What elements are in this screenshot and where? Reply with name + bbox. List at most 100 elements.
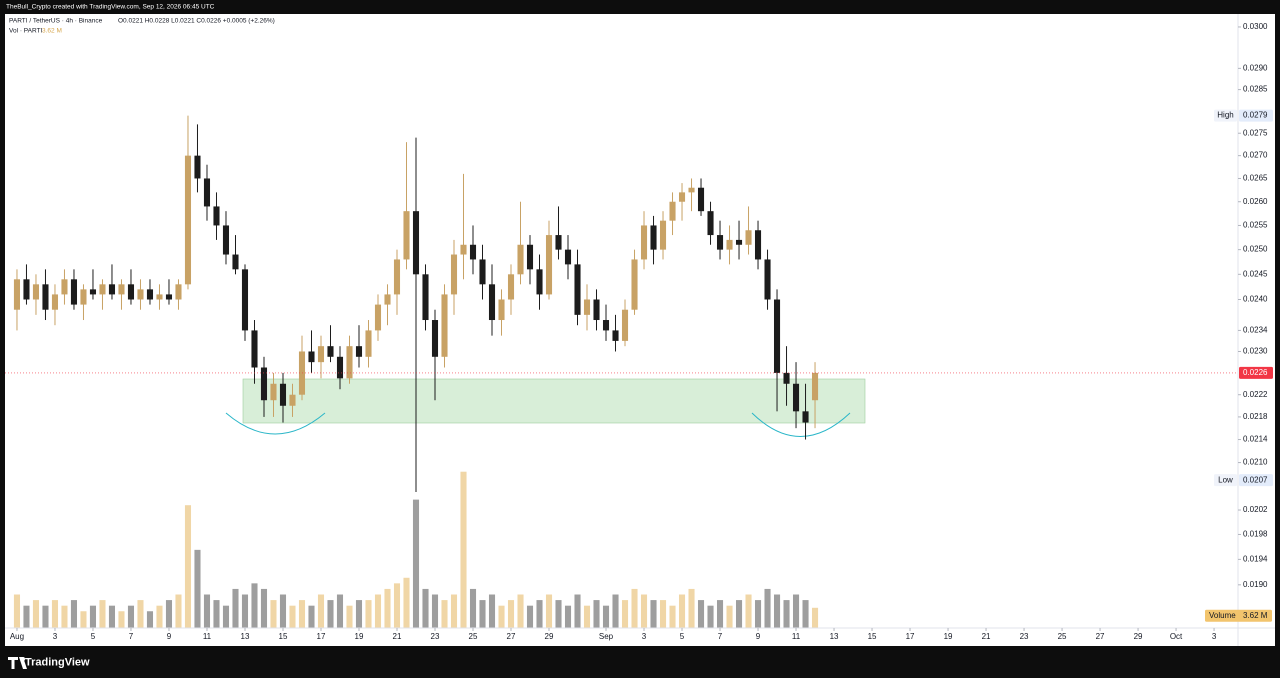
x-tick-label: 17 — [906, 632, 915, 641]
y-tick-label: 0.0194 — [1243, 554, 1268, 563]
candle-body — [146, 289, 154, 300]
candle-body — [289, 394, 296, 406]
candle-body — [270, 383, 277, 401]
candle-body — [127, 284, 135, 300]
volume-bar — [308, 605, 315, 628]
volume-bar — [745, 594, 752, 628]
y-tick-label: 0.0218 — [1243, 412, 1268, 421]
candle-body — [650, 225, 657, 250]
x-tick-label: 7 — [718, 632, 723, 641]
candle-body — [232, 254, 239, 270]
volume-bar — [108, 605, 116, 628]
candle-body — [517, 244, 524, 275]
y-tick-label: 0.0202 — [1243, 505, 1268, 514]
volume-bar — [42, 605, 49, 628]
candle-body — [479, 259, 486, 285]
candle-body — [745, 230, 752, 245]
y-tick-label: 0.0240 — [1243, 295, 1268, 304]
x-tick-label: 15 — [868, 632, 877, 641]
candle-body — [688, 187, 695, 193]
badge-name: High — [1217, 111, 1233, 120]
volume-bar — [688, 588, 695, 628]
y-tick-label: 0.0198 — [1243, 530, 1268, 539]
ohlc: O0.0221 H0.0228 L0.0221 C0.0226 +0.0005 … — [118, 18, 275, 25]
volume-bar — [260, 588, 268, 628]
candle-body — [32, 284, 40, 300]
candle-body — [574, 264, 581, 315]
volume-bar — [593, 600, 600, 628]
volume-bar — [640, 594, 648, 628]
volume-bar — [441, 600, 448, 628]
author-line: TheBull_Crypto created with TradingView.… — [6, 4, 215, 11]
candle-body — [51, 294, 59, 310]
volume-bar — [51, 600, 59, 628]
x-tick-label: 13 — [830, 632, 839, 641]
candle-body — [507, 274, 515, 300]
candle-body — [317, 346, 325, 363]
volume-bar — [678, 594, 686, 628]
candle-body — [498, 299, 505, 321]
candle-body — [593, 299, 600, 321]
volume-bar — [165, 600, 173, 628]
volume-bar — [270, 600, 277, 628]
candle-body — [545, 235, 553, 295]
volume-bar — [70, 600, 78, 628]
candle-body — [612, 330, 619, 341]
candle-body — [165, 294, 173, 300]
candle-body — [526, 244, 534, 270]
volume-bar — [811, 607, 819, 628]
y-tick-label: 0.0250 — [1243, 245, 1268, 254]
volume-bar — [574, 594, 581, 628]
volume-bar — [365, 600, 372, 628]
candle-body — [460, 244, 467, 255]
volume-bar — [327, 600, 334, 628]
candle-body — [659, 220, 667, 250]
volume-bar — [479, 600, 486, 628]
footer — [0, 646, 1280, 678]
badge-value-box — [1239, 109, 1273, 122]
candle-body — [735, 239, 743, 245]
candle-body — [70, 279, 78, 305]
last-price: 0.0226 — [1243, 368, 1268, 377]
candle-body — [99, 284, 106, 295]
badge-name: Low — [1218, 475, 1233, 484]
candle-body — [241, 269, 249, 331]
volume-bar — [422, 588, 429, 628]
volume-bar — [251, 583, 258, 628]
x-tick-label: Oct — [1170, 632, 1183, 641]
volume-bar — [707, 605, 714, 628]
candle-body — [602, 320, 610, 331]
candle-body — [403, 211, 410, 260]
candle-body — [355, 346, 363, 357]
volume-legend: Vol · PARTI — [9, 28, 43, 35]
candle-body — [792, 383, 800, 412]
candle-body — [536, 269, 543, 295]
candle-body — [431, 320, 439, 357]
x-tick-label: 19 — [355, 632, 364, 641]
volume-bar — [621, 600, 629, 628]
x-tick-label: 3 — [1212, 632, 1217, 641]
volume-bar — [317, 594, 325, 628]
y-tick-label: 0.0275 — [1243, 128, 1268, 137]
symbol: PARTI / TetherUS · 4h · Binance — [9, 18, 103, 25]
badge-value-box — [1239, 474, 1273, 487]
volume-bar — [697, 600, 705, 628]
candle-body — [184, 155, 192, 285]
volume-bar — [602, 605, 610, 628]
volume-bar — [450, 594, 458, 628]
volume-bar — [735, 600, 743, 628]
candle-body — [764, 259, 771, 300]
x-tick-label: 27 — [507, 632, 516, 641]
x-tick-label: 23 — [431, 632, 440, 641]
y-tick-label: 0.0285 — [1243, 85, 1268, 94]
volume-bar — [412, 499, 420, 628]
candle-body — [488, 284, 496, 321]
x-tick-label: 29 — [1134, 632, 1143, 641]
candle-body — [716, 235, 724, 250]
x-tick-label: 21 — [393, 632, 402, 641]
volume-bar — [203, 594, 211, 628]
candle-body — [393, 259, 401, 295]
candle-body — [583, 299, 591, 315]
volume-badge-name: Volume — [1209, 611, 1236, 620]
